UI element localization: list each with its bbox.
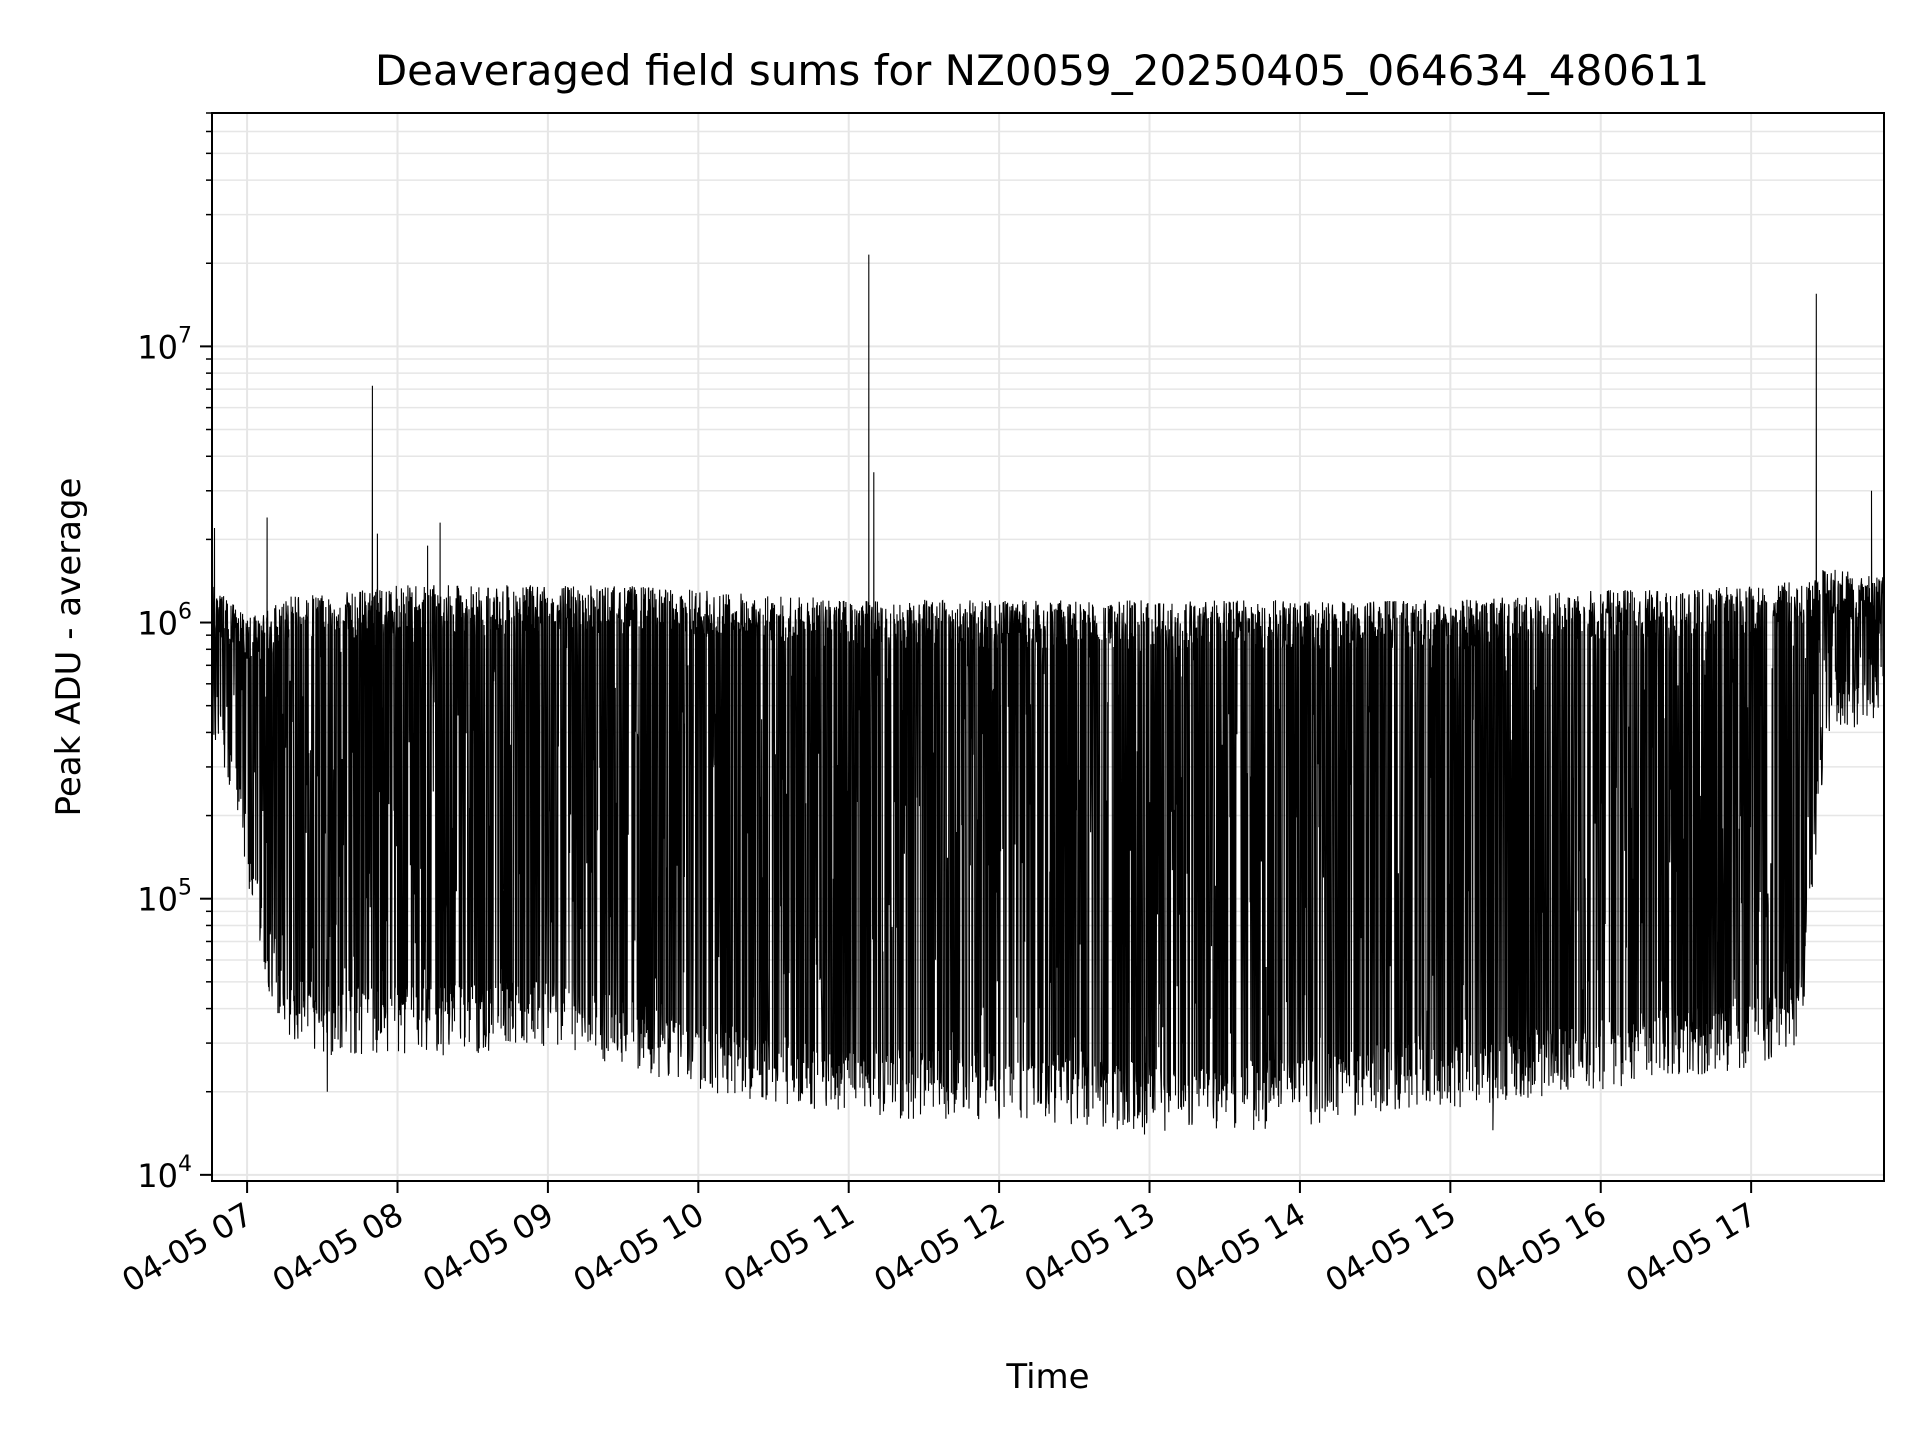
y-tick-label: 104 bbox=[137, 1152, 192, 1195]
x-axis-label: Time bbox=[1005, 1357, 1089, 1397]
y-tick-label: 105 bbox=[137, 876, 192, 919]
chart-title: Deaveraged field sums for NZ0059_2025040… bbox=[375, 46, 1709, 95]
plot-area-frame bbox=[211, 112, 1885, 1182]
series-line bbox=[211, 254, 1885, 1135]
y-axis: 104 105 106 107 bbox=[137, 112, 212, 1195]
y-axis-label: Peak ADU - average bbox=[49, 478, 89, 817]
data-series bbox=[211, 254, 1885, 1135]
y-tick-label: 107 bbox=[137, 323, 192, 366]
y-tick-label: 106 bbox=[137, 600, 192, 643]
